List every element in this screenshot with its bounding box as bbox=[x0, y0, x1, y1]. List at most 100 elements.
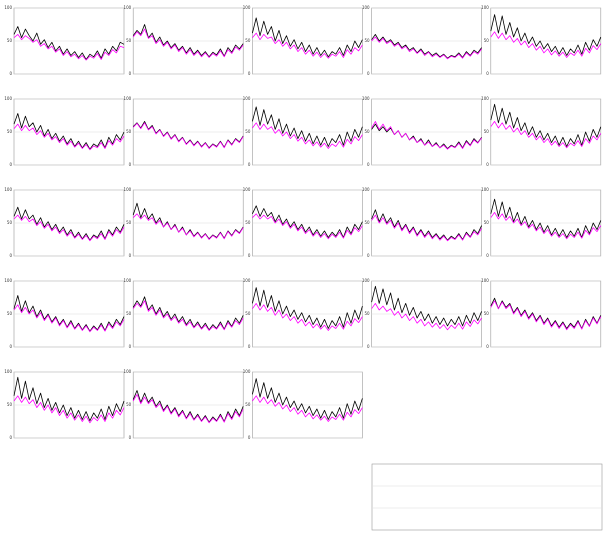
y-tick-label: 0 bbox=[248, 435, 251, 440]
y-tick-label: 50 bbox=[365, 220, 371, 225]
series-line bbox=[13, 295, 125, 332]
y-tick-label: 50 bbox=[245, 129, 251, 134]
y-tick-label: 0 bbox=[248, 162, 251, 167]
series-line bbox=[371, 34, 482, 59]
series-line bbox=[490, 14, 602, 56]
series-line bbox=[490, 300, 602, 331]
y-tick-label: 50 bbox=[245, 220, 251, 225]
y-tick-label: 50 bbox=[484, 311, 490, 316]
y-tick-label: 100 bbox=[481, 278, 489, 283]
series-line bbox=[252, 205, 363, 238]
y-tick-label: 100 bbox=[4, 96, 12, 101]
y-tick-label: 100 bbox=[124, 96, 132, 101]
series-line bbox=[371, 121, 482, 150]
y-tick-label: 100 bbox=[4, 278, 12, 283]
y-tick-label: 50 bbox=[126, 129, 132, 134]
y-tick-label: 0 bbox=[248, 253, 251, 258]
series-line bbox=[252, 17, 363, 58]
y-tick-label: 0 bbox=[129, 344, 132, 349]
series-line bbox=[252, 106, 363, 147]
y-tick-label: 0 bbox=[9, 435, 12, 440]
y-tick-label: 0 bbox=[9, 344, 12, 349]
y-tick-label: 0 bbox=[129, 71, 132, 76]
y-tick-label: 50 bbox=[365, 311, 371, 316]
y-tick-label: 100 bbox=[243, 369, 251, 374]
empty-frame bbox=[371, 463, 603, 531]
series-line bbox=[13, 206, 125, 241]
y-tick-label: 50 bbox=[7, 38, 13, 43]
y-tick-label: 50 bbox=[484, 129, 490, 134]
y-tick-label: 0 bbox=[367, 253, 370, 258]
y-tick-label: 50 bbox=[365, 38, 371, 43]
series-line bbox=[252, 395, 363, 422]
y-tick-label: 50 bbox=[484, 220, 490, 225]
series-line bbox=[13, 34, 125, 61]
empty-panel bbox=[371, 463, 603, 531]
y-tick-label: 100 bbox=[4, 187, 12, 192]
y-tick-label: 50 bbox=[484, 38, 490, 43]
y-tick-label: 100 bbox=[243, 5, 251, 10]
y-tick-label: 50 bbox=[126, 38, 132, 43]
y-tick-label: 0 bbox=[486, 344, 489, 349]
y-tick-label: 50 bbox=[126, 311, 132, 316]
y-tick-label: 0 bbox=[9, 162, 12, 167]
series-line bbox=[371, 209, 482, 241]
y-tick-label: 100 bbox=[4, 369, 12, 374]
y-tick-label: 50 bbox=[7, 220, 13, 225]
y-tick-label: 100 bbox=[362, 187, 370, 192]
y-tick-label: 0 bbox=[129, 435, 132, 440]
y-tick-label: 100 bbox=[243, 96, 251, 101]
series-line bbox=[132, 300, 244, 331]
y-tick-label: 50 bbox=[245, 402, 251, 407]
y-tick-label: 100 bbox=[362, 278, 370, 283]
y-tick-label: 0 bbox=[129, 253, 132, 258]
series-line bbox=[371, 285, 482, 327]
series-line bbox=[490, 198, 602, 238]
y-tick-label: 50 bbox=[245, 38, 251, 43]
series-line bbox=[371, 303, 482, 331]
series-line bbox=[13, 214, 125, 242]
y-tick-label: 50 bbox=[245, 311, 251, 316]
y-tick-label: 100 bbox=[124, 5, 132, 10]
y-tick-label: 100 bbox=[481, 187, 489, 192]
y-tick-label: 0 bbox=[486, 162, 489, 167]
series-line bbox=[13, 113, 125, 150]
series-line bbox=[252, 213, 363, 240]
series-line bbox=[13, 395, 125, 424]
y-tick-label: 50 bbox=[365, 129, 371, 134]
y-tick-label: 50 bbox=[126, 220, 132, 225]
y-tick-label: 50 bbox=[126, 402, 132, 407]
y-tick-label: 0 bbox=[129, 162, 132, 167]
y-tick-label: 100 bbox=[481, 5, 489, 10]
y-tick-label: 100 bbox=[362, 96, 370, 101]
y-tick-label: 0 bbox=[9, 71, 12, 76]
series-line bbox=[132, 122, 244, 149]
series-line bbox=[252, 378, 363, 420]
y-tick-label: 100 bbox=[481, 96, 489, 101]
y-tick-label: 0 bbox=[248, 344, 251, 349]
series-line bbox=[371, 214, 482, 242]
series-line bbox=[132, 28, 244, 58]
y-tick-label: 100 bbox=[243, 278, 251, 283]
y-tick-label: 100 bbox=[124, 278, 132, 283]
y-tick-label: 0 bbox=[367, 162, 370, 167]
series-line bbox=[371, 36, 482, 60]
y-tick-label: 0 bbox=[9, 253, 12, 258]
series-line bbox=[132, 394, 244, 424]
y-tick-label: 50 bbox=[7, 311, 13, 316]
series-line bbox=[490, 212, 602, 240]
series-line bbox=[252, 32, 363, 59]
y-tick-label: 0 bbox=[367, 71, 370, 76]
series-line bbox=[490, 121, 602, 149]
series-line bbox=[252, 303, 363, 331]
series-line bbox=[490, 31, 602, 58]
y-tick-label: 100 bbox=[124, 187, 132, 192]
y-tick-label: 100 bbox=[124, 369, 132, 374]
series-line bbox=[13, 304, 125, 333]
y-tick-label: 50 bbox=[7, 129, 13, 134]
series-line bbox=[13, 376, 125, 422]
y-tick-label: 100 bbox=[362, 5, 370, 10]
y-tick-label: 0 bbox=[248, 71, 251, 76]
y-tick-label: 100 bbox=[243, 187, 251, 192]
series-line bbox=[252, 122, 363, 149]
